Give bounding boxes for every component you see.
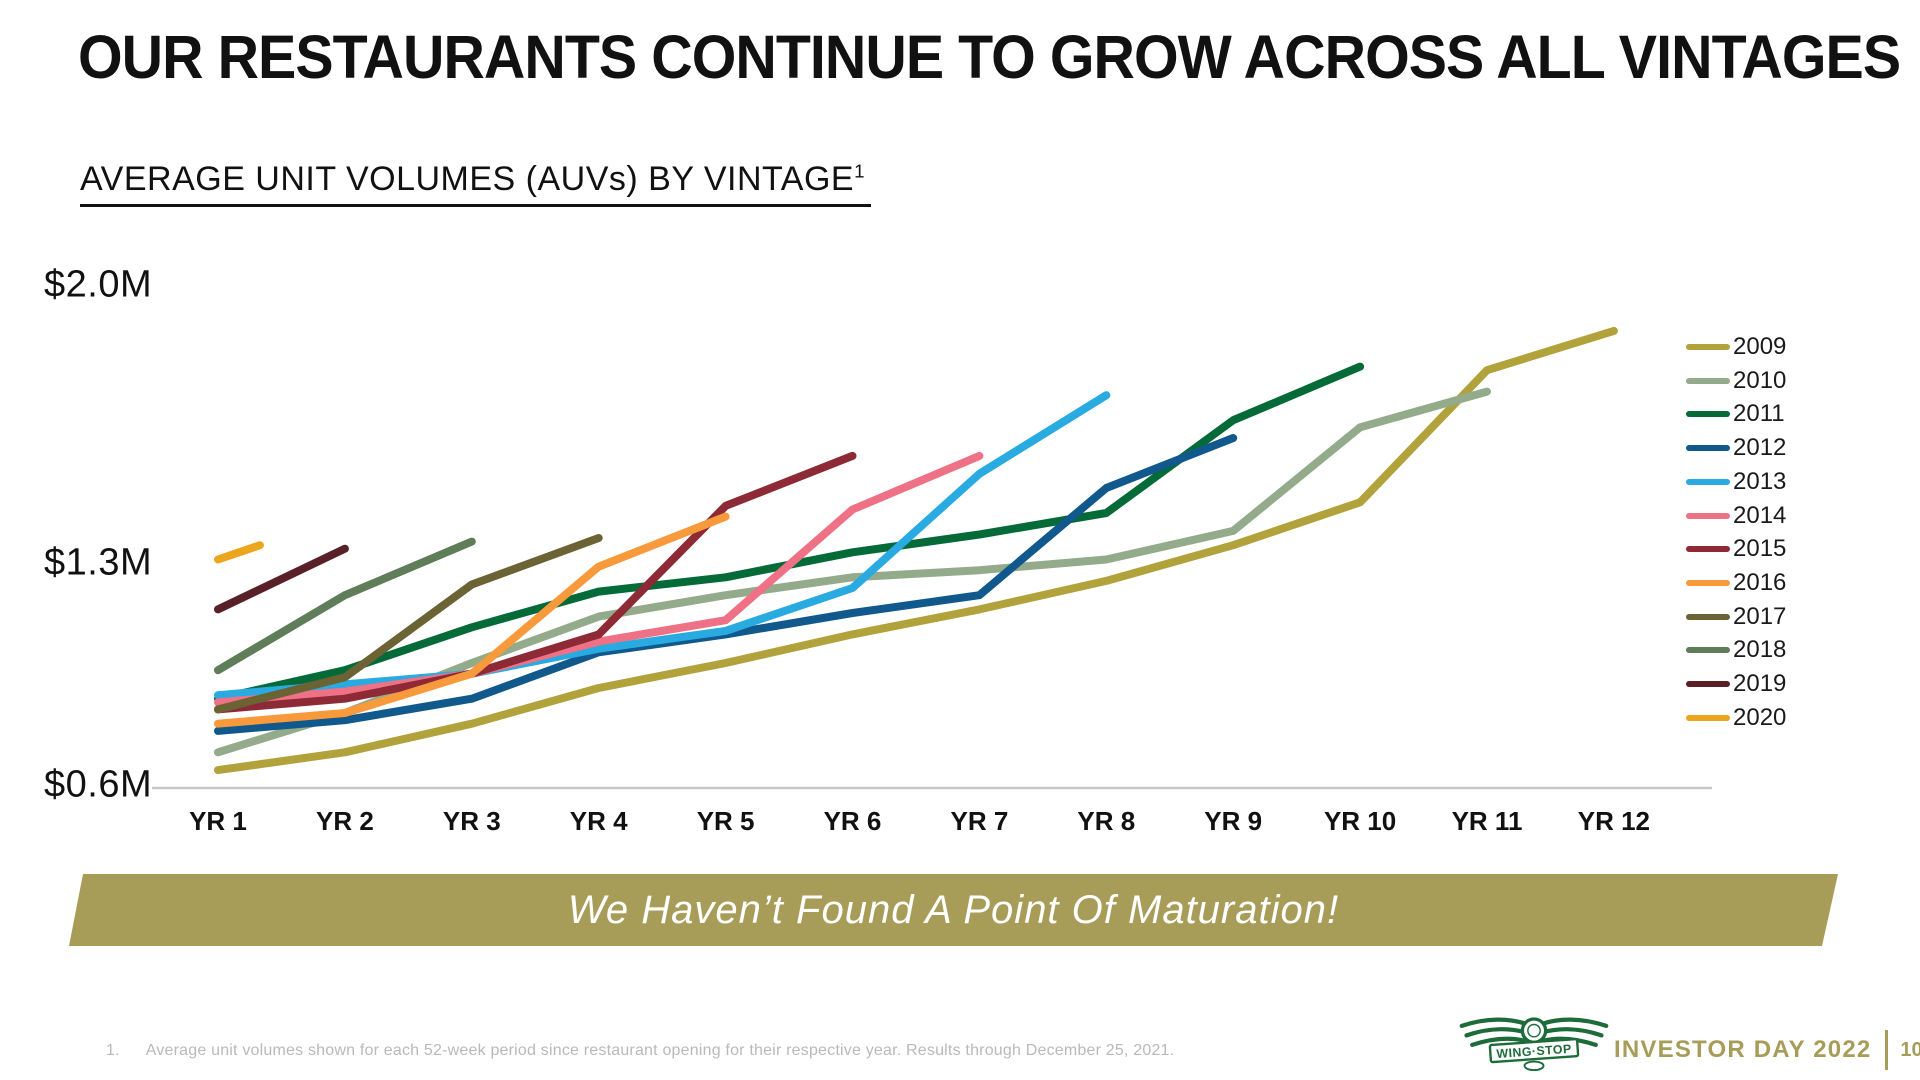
- legend-swatch-2011: [1686, 411, 1730, 418]
- x-axis-label-yr11: YR 11: [1451, 806, 1523, 836]
- chart-line-2020: [214, 541, 264, 564]
- x-axis-label-yr12: YR 12: [1577, 806, 1651, 836]
- logo-ribbon: WING·STOP: [1488, 1037, 1580, 1064]
- chart-line-2009: [214, 326, 1618, 775]
- x-axis-label-yr9: YR 9: [1204, 806, 1263, 836]
- chart-subtitle: AVERAGE UNIT VOLUMES (AUVs) BY VINTAGE1: [80, 160, 871, 207]
- legend-item-2018: 2018: [1686, 635, 1786, 665]
- legend-item-2017: 2017: [1686, 602, 1786, 632]
- legend-item-2009: 2009: [1686, 332, 1786, 362]
- logo-ribbon-text: WING·STOP: [1496, 1042, 1572, 1061]
- legend-label-2018: 2018: [1733, 636, 1787, 664]
- legend-item-2012: 2012: [1686, 433, 1786, 463]
- footer-right: INVESTOR DAY 2022 10: [1614, 1030, 1920, 1070]
- legend-label-2011: 2011: [1733, 400, 1785, 428]
- legend-swatch-2009: [1686, 344, 1730, 350]
- chart-line-2017: [214, 534, 603, 714]
- legend-item-2014: 2014: [1686, 501, 1786, 531]
- legend-swatch-2019: [1686, 681, 1730, 687]
- page-title: OUR RESTAURANTS CONTINUE TO GROW ACROSS …: [78, 23, 1901, 91]
- footnote: 1. Average unit volumes shown for each 5…: [106, 1042, 1174, 1060]
- y-axis-label-2.0: $2.0M: [44, 263, 153, 306]
- x-axis-label-yr6: YR 6: [823, 806, 882, 836]
- legend-swatch-2013: [1686, 478, 1730, 485]
- x-axis-label-yr8: YR 8: [1077, 806, 1136, 836]
- chart-line-2015: [214, 451, 857, 714]
- x-axis-label-yr7: YR 7: [950, 806, 1009, 836]
- legend-item-2013: 2013: [1686, 467, 1786, 497]
- maturation-banner: We Haven’t Found A Point Of Maturation!: [69, 874, 1838, 946]
- legend-label-2014: 2014: [1733, 501, 1787, 529]
- legend-item-2020: 2020: [1686, 703, 1786, 733]
- footer-brand: INVESTOR DAY 2022: [1614, 1036, 1872, 1063]
- maturation-banner-text: We Haven’t Found A Point Of Maturation!: [567, 887, 1340, 932]
- legend-item-2015: 2015: [1686, 534, 1786, 564]
- footer-separator: [1885, 1030, 1889, 1070]
- legend-label-2019: 2019: [1733, 670, 1787, 697]
- chart-line-2018: [214, 537, 476, 675]
- chart-line-2014: [214, 451, 984, 707]
- chart-line-2013: [214, 391, 1111, 700]
- legend-label-2015: 2015: [1733, 535, 1787, 563]
- chart-line-2016: [214, 512, 730, 728]
- legend-swatch-2012: [1686, 445, 1730, 452]
- footnote-text: Average unit volumes shown for each 52-w…: [145, 1042, 1175, 1059]
- legend-label-2020: 2020: [1733, 703, 1787, 731]
- logo-bottom-seal: [1523, 1060, 1545, 1072]
- legend-label-2010: 2010: [1733, 366, 1787, 394]
- chart-subtitle-wrap: AVERAGE UNIT VOLUMES (AUVs) BY VINTAGE1: [80, 160, 871, 207]
- legend-item-2010: 2010: [1686, 366, 1786, 396]
- legend-label-2013: 2013: [1733, 467, 1787, 495]
- chart-subtitle-text: AVERAGE UNIT VOLUMES (AUVs) BY VINTAGE: [80, 160, 855, 198]
- legend-swatch-2018: [1686, 647, 1730, 654]
- legend-label-2012: 2012: [1733, 434, 1787, 462]
- x-axis-label-yr1: YR 1: [189, 806, 247, 836]
- legend-label-2016: 2016: [1733, 568, 1787, 596]
- page-number: 10: [1900, 1038, 1920, 1061]
- x-axis-label-yr3: YR 3: [442, 806, 501, 836]
- wingstop-logo: WING·STOP: [1459, 1017, 1609, 1072]
- chart-subtitle-superscript: 1: [854, 160, 865, 182]
- legend-swatch-2017: [1686, 613, 1730, 620]
- legend-item-2016: 2016: [1686, 568, 1786, 598]
- legend-swatch-2015: [1686, 546, 1730, 553]
- x-axis-label-yr2: YR 2: [315, 806, 374, 836]
- y-axis-label-0.6: $0.6M: [44, 763, 153, 806]
- legend-swatch-2020: [1686, 714, 1730, 721]
- legend-label-2009: 2009: [1733, 333, 1787, 360]
- footnote-number: 1.: [106, 1042, 120, 1059]
- legend-item-2019: 2019: [1686, 669, 1786, 699]
- legend-swatch-2016: [1686, 579, 1730, 586]
- x-axis-label-yr4: YR 4: [569, 806, 628, 836]
- x-axis-label-yr10: YR 10: [1323, 806, 1397, 836]
- x-axis-label-yr5: YR 5: [696, 806, 755, 836]
- y-axis-label-1.3: $1.3M: [44, 541, 153, 584]
- legend-swatch-2014: [1686, 512, 1730, 519]
- legend-label-2017: 2017: [1733, 602, 1787, 630]
- chart-line-2019: [214, 544, 349, 614]
- legend-item-2011: 2011: [1686, 399, 1785, 429]
- legend-swatch-2010: [1686, 377, 1730, 384]
